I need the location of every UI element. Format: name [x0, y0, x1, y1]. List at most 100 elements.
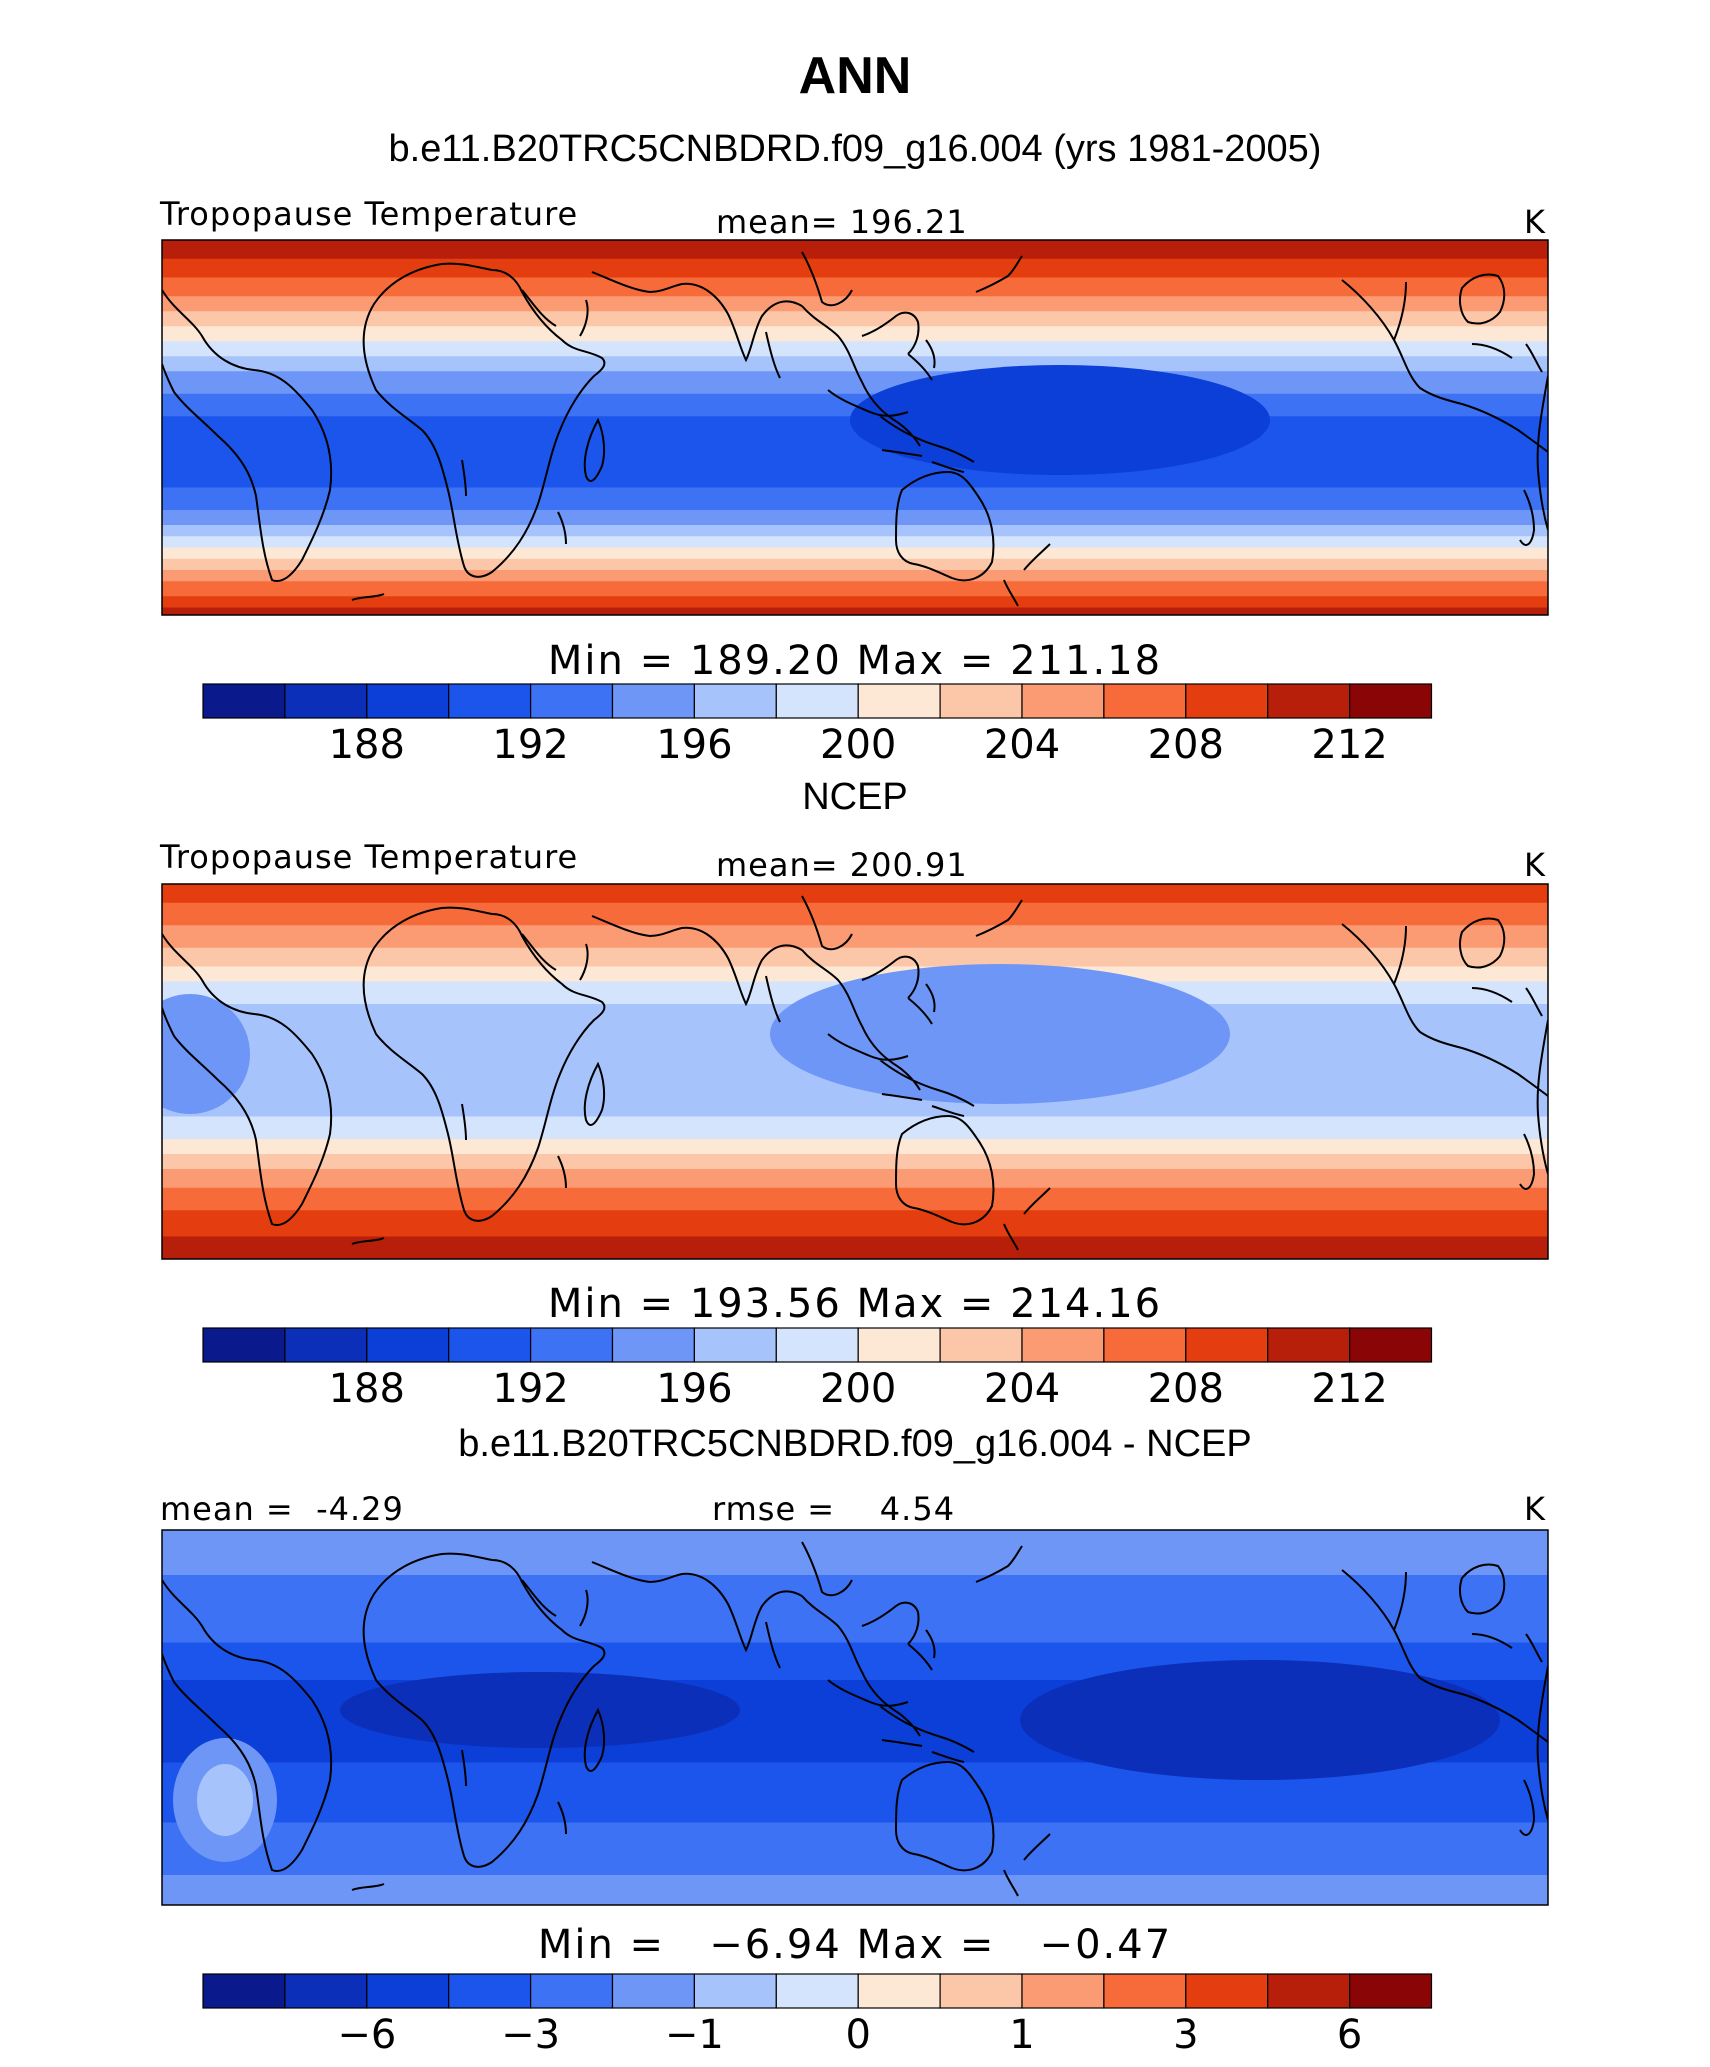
panel-2-heading: NCEP — [802, 776, 908, 818]
colorbar-tick-label: 1 — [1009, 2012, 1035, 2058]
panel-2-variable-label: Tropopause Temperature — [160, 838, 579, 876]
cold-pool-south-america — [162, 994, 250, 1114]
panel-2-units: K — [1524, 846, 1545, 884]
colorbar-segment — [284, 683, 368, 719]
colorbar-tick-label: 188 — [328, 722, 405, 768]
contour-band — [162, 1575, 1548, 1643]
colorbar-tick-label: 208 — [1147, 722, 1224, 768]
contour-band — [162, 581, 1548, 597]
contour-band — [162, 536, 1548, 548]
contour-band — [162, 1169, 1548, 1189]
contour-band — [162, 1236, 1548, 1259]
contour-band — [162, 547, 1548, 560]
panel-3-mean-label: mean = -4.29 — [160, 1490, 404, 1528]
colorbar-segment — [775, 683, 859, 719]
map-frame — [161, 1529, 1549, 1906]
contour-band — [162, 947, 1548, 967]
colorbar-tick-label: 3 — [1173, 2012, 1199, 2058]
colorbar-segment — [284, 1327, 368, 1363]
colorbar-tick-label: 196 — [656, 722, 733, 768]
colorbar-segment — [284, 1973, 368, 2009]
colorbar-segment — [1103, 1973, 1187, 2009]
contour-band — [162, 1187, 1548, 1211]
colorbar-tick-label: 204 — [983, 722, 1061, 768]
colorbar-segment — [775, 1327, 859, 1363]
colorbar-tick-label: −6 — [337, 2012, 397, 2058]
colorbar-tick-label: 208 — [1147, 1366, 1224, 1412]
colorbar-segment — [202, 1327, 286, 1363]
colorbar-segment — [529, 1973, 614, 2009]
panel-1-heading: b.e11.B20TRC5CNBDRD.f09_g16.004 (yrs 198… — [388, 128, 1322, 170]
contour-band — [162, 558, 1548, 571]
colorbar-segment — [857, 1327, 941, 1363]
colorbar-segment — [1267, 1327, 1351, 1363]
contour-band — [162, 1822, 1548, 1876]
colorbar-tick-label: 196 — [656, 1366, 733, 1412]
map-frame — [161, 883, 1549, 1260]
colorbar-segment — [1021, 683, 1105, 719]
colorbar-segment — [529, 683, 614, 719]
contour-band — [162, 1139, 1548, 1155]
panel-3-rmse-label: rmse = 4.54 — [712, 1490, 956, 1528]
panel-3-units: K — [1524, 1490, 1545, 1528]
contour-band — [162, 277, 1548, 297]
colorbar-tick-label: 6 — [1336, 2012, 1363, 2058]
colorbar-segment — [611, 1973, 696, 2009]
colorbar-segment — [1021, 1973, 1105, 2009]
colorbar-segment — [857, 1973, 941, 2009]
colorbar-tick-label: 200 — [820, 1366, 897, 1412]
colorbar-tick-label: −3 — [501, 2012, 561, 2058]
contour-band — [162, 487, 1548, 511]
min-region-pacific — [1020, 1660, 1500, 1780]
colorbar-segment — [775, 1973, 859, 2009]
colorbar-segment — [1348, 683, 1433, 719]
contour-band — [162, 1530, 1548, 1576]
colorbar-segment — [1185, 1973, 1269, 2009]
colorbar-tick-label: 0 — [845, 2012, 871, 2058]
contour-band — [162, 1210, 1548, 1237]
colorbar-segment — [693, 683, 777, 719]
contour-band — [162, 902, 1548, 926]
panel-1-mean-label: mean= 196.21 — [716, 203, 968, 241]
figure-title: ANN — [798, 47, 912, 105]
cold-pool-west-pacific — [850, 365, 1270, 475]
contour-band — [162, 258, 1548, 278]
contour-band — [162, 326, 1548, 342]
colorbar-segment — [1103, 683, 1187, 719]
panel-3-minmax: Min = −6.94 Max = −0.47 — [537, 1922, 1173, 1968]
contour-band — [162, 596, 1548, 608]
contour-band — [162, 510, 1548, 526]
panel-2-minmax: Min = 193.56 Max = 214.16 — [547, 1281, 1163, 1327]
panel-1-minmax: Min = 189.20 Max = 211.18 — [547, 638, 1163, 684]
colorbar-segment — [1185, 1327, 1269, 1363]
colorbar-tick-label: −1 — [664, 2012, 724, 2058]
contour-band — [162, 966, 1548, 982]
contour-band — [162, 1116, 1548, 1140]
contour-band — [162, 1154, 1548, 1170]
colorbar-segment — [693, 1327, 777, 1363]
colorbar-segment — [366, 1327, 450, 1363]
contour-band — [162, 311, 1548, 327]
colorbar-segment — [611, 683, 696, 719]
min-region-africa — [340, 1672, 740, 1748]
max-region-south-america-core — [197, 1764, 253, 1836]
colorbars — [161, 239, 1549, 2009]
contour-band — [162, 1875, 1548, 1905]
colorbar-segment — [202, 683, 286, 719]
colorbar-tick-label: 192 — [492, 1366, 569, 1412]
colorbar-segment — [448, 1973, 532, 2009]
colorbar-tick-label: 212 — [1311, 722, 1388, 768]
panel-1-units: K — [1524, 203, 1545, 241]
colorbar-tick-label: 188 — [328, 1366, 405, 1412]
colorbar-segment — [448, 683, 532, 719]
colorbar-segment — [366, 1973, 450, 2009]
panel-3-heading: b.e11.B20TRC5CNBDRD.f09_g16.004 - NCEP — [458, 1423, 1252, 1465]
colorbar-segment — [693, 1973, 777, 2009]
colorbar-segment — [1103, 1327, 1187, 1363]
colorbar-segment — [1021, 1327, 1105, 1363]
map-panel-1 — [162, 240, 1548, 615]
colorbar-segment — [1348, 1327, 1433, 1363]
colorbar-segment — [939, 1327, 1023, 1363]
contour-band — [162, 607, 1548, 615]
